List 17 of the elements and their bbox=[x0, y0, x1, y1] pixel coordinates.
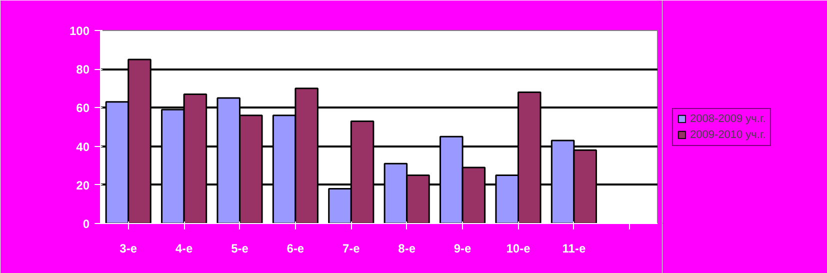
x-tick-label: 5-е bbox=[231, 242, 249, 256]
legend-label: 2008-2009 уч.г. bbox=[690, 112, 766, 124]
x-tick-label: 3-е bbox=[120, 242, 138, 256]
x-tick-label: 9-е bbox=[454, 242, 472, 256]
y-tick-label: 60 bbox=[76, 101, 90, 116]
y-tick-label: 20 bbox=[76, 178, 90, 192]
x-tick-label: 7-е bbox=[342, 242, 360, 256]
x-tick-label: 6-е bbox=[286, 242, 304, 256]
y-tick-label: 100 bbox=[69, 24, 90, 38]
x-tick-label: 8-е bbox=[398, 242, 416, 256]
y-tick-label: 40 bbox=[76, 140, 90, 154]
x-tick-label: 10-е bbox=[506, 242, 531, 256]
x-tick-label: 4-е bbox=[175, 242, 194, 256]
y-tick-label: 80 bbox=[76, 62, 90, 77]
legend-label: 2009-2010 уч.г. bbox=[690, 128, 766, 140]
y-tick-label: 0 bbox=[82, 217, 90, 231]
x-tick-label: 11-е bbox=[562, 242, 586, 256]
